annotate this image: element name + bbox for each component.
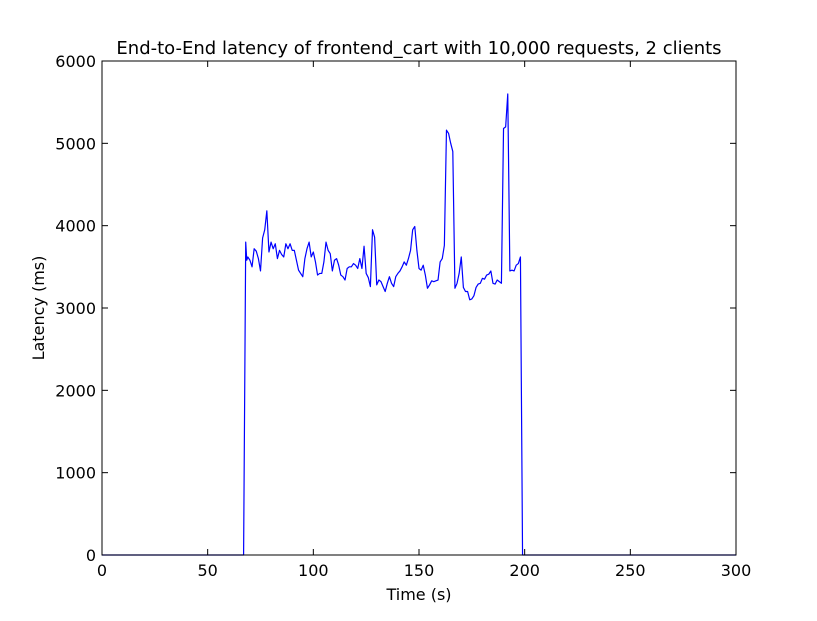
axis-ticks: 0 50 100 150 200 250 3000100020003000400050006… (55, 52, 751, 580)
x-tick-label: 50 (197, 561, 217, 580)
y-tick-label: 1000 (55, 464, 96, 483)
y-tick-label: 2000 (55, 381, 96, 400)
y-tick-label: 4000 (55, 217, 96, 236)
y-tick-label: 0 (86, 546, 96, 565)
y-tick-label: 3000 (55, 299, 96, 318)
x-tick-label: 100 (298, 561, 329, 580)
plot-area (102, 93, 736, 556)
chart-title: End-to-End latency of frontend_cart with… (116, 38, 721, 59)
axes-frame (101, 60, 737, 556)
x-tick-label: 250 (615, 561, 646, 580)
latency-series-line (102, 93, 736, 556)
y-tick-label: 5000 (55, 134, 96, 153)
x-tick-label: 150 (404, 561, 435, 580)
x-tick-label: 200 (509, 561, 540, 580)
y-axis-label: Latency (ms) (29, 256, 48, 361)
x-tick-label: 0 (97, 561, 107, 580)
y-tick-label: 6000 (55, 52, 96, 71)
x-axis-label: Time (s) (385, 585, 451, 604)
x-tick-label: 300 (721, 561, 752, 580)
